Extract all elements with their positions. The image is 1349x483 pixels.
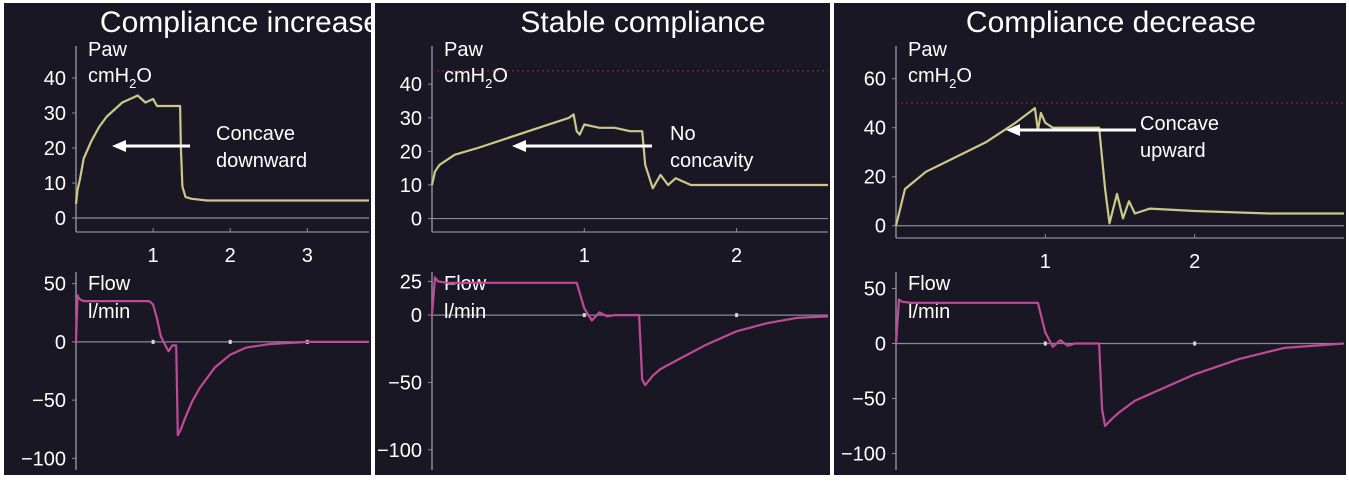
- paw-x-tick-label: 2: [1189, 251, 1200, 273]
- flow-y-tick-label: −50: [852, 389, 886, 411]
- paw-x-tick-label: 1: [148, 245, 159, 267]
- paw-trace: [894, 106, 1344, 226]
- flow-unit: l/min: [88, 301, 130, 323]
- paw-y-tick-label: 0: [55, 208, 66, 230]
- flow-unit: l/min: [908, 301, 950, 323]
- paw-y-tick-label: 0: [875, 216, 886, 238]
- flow-trace: [894, 298, 1345, 428]
- annotation-line-2: upward: [1140, 140, 1206, 162]
- flow-time-marker: [1193, 341, 1197, 346]
- paw-y-tick-label: 20: [400, 141, 422, 163]
- paw-y-tick-label: 30: [400, 108, 422, 130]
- paw-y-tick-label: 60: [864, 69, 886, 91]
- flow-time-marker: [151, 339, 155, 344]
- flow-y-tick-label: 50: [44, 274, 66, 296]
- panel-background: [4, 3, 371, 475]
- annotation-arrow-head: [112, 140, 126, 152]
- flow-y-tick-label: 25: [400, 271, 422, 293]
- paw-label: Paw: [444, 39, 483, 61]
- paw-x-tick-label: 1: [1040, 251, 1051, 273]
- panel-title: Compliance decrease: [966, 6, 1256, 39]
- flow-y-tick-label: −100: [377, 440, 422, 462]
- paw-y-tick-label: 0: [411, 209, 422, 231]
- paw-trace: [430, 113, 828, 190]
- annotation-arrow-head: [512, 140, 526, 152]
- flow-y-tick-label: 0: [55, 332, 66, 354]
- flow-y-tick-label: −100: [21, 448, 66, 470]
- panel-1: Compliance increase 0 10 20 30 40 1 2 3 Paw cmH2O C…: [4, 3, 380, 475]
- paw-y-tick-label: 20: [864, 167, 886, 189]
- panel-background: [375, 3, 830, 475]
- annotation-line-1: Concave: [1140, 113, 1219, 135]
- annotation-line-2: downward: [216, 150, 307, 172]
- flow-trace: [430, 276, 829, 387]
- flow-unit: l/min: [444, 301, 486, 323]
- flow-y-tick-label: −50: [388, 372, 422, 394]
- annotation-line-2: concavity: [670, 150, 753, 172]
- flow-time-marker: [582, 313, 586, 318]
- flow-y-tick-label: 50: [864, 279, 886, 301]
- flow-y-tick-label: 0: [411, 305, 422, 327]
- panel-title: Stable compliance: [520, 6, 765, 39]
- paw-x-tick-label: 2: [225, 245, 236, 267]
- flow-label: Flow: [908, 273, 951, 295]
- paw-label: Paw: [88, 39, 127, 61]
- flow-trace: [74, 294, 369, 437]
- paw-y-tick-label: 10: [44, 173, 66, 195]
- paw-unit: cmH2O: [908, 65, 972, 91]
- flow-label: Flow: [88, 273, 131, 295]
- paw-x-tick-label: 2: [731, 245, 742, 267]
- paw-x-tick-label: 1: [579, 245, 590, 267]
- paw-trace: [74, 94, 369, 205]
- annotation-line-1: Concave: [216, 123, 295, 145]
- panel-title: Compliance increase: [100, 6, 380, 39]
- paw-y-tick-label: 10: [400, 175, 422, 197]
- paw-y-tick-label: 40: [44, 68, 66, 90]
- paw-label: Paw: [908, 39, 947, 61]
- annotation-arrow-head: [1006, 124, 1020, 136]
- paw-y-tick-label: 40: [400, 74, 422, 96]
- flow-time-marker: [228, 339, 232, 344]
- flow-time-marker: [1043, 341, 1047, 346]
- panel-background: [834, 3, 1346, 475]
- flow-label: Flow: [444, 273, 487, 295]
- flow-y-tick-label: −100: [841, 444, 886, 466]
- flow-y-tick-label: 0: [875, 334, 886, 356]
- paw-x-tick-label: 3: [302, 245, 313, 267]
- paw-unit: cmH2O: [88, 65, 152, 91]
- flow-y-tick-label: −50: [32, 390, 66, 412]
- panel-2: Stable compliance 0 10 20 30 40 1 2 Paw cmH2O No co…: [375, 3, 830, 475]
- annotation-line-1: No: [670, 123, 696, 145]
- flow-time-marker: [735, 313, 739, 318]
- paw-unit: cmH2O: [444, 65, 508, 91]
- paw-y-tick-label: 30: [44, 103, 66, 125]
- panel-3: Compliance decrease 0 20 40 60 1 2 Paw cmH2O Conc…: [834, 3, 1346, 475]
- paw-y-tick-label: 40: [864, 118, 886, 140]
- paw-y-tick-label: 20: [44, 138, 66, 160]
